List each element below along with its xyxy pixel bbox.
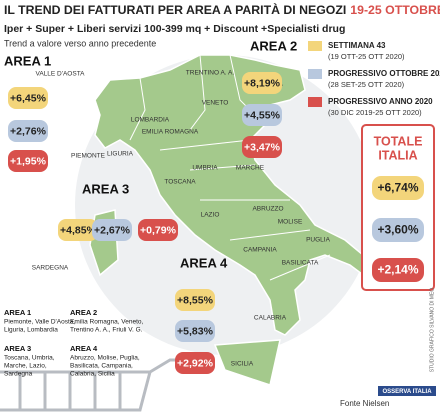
legend-label: SETTIMANA 43 — [328, 41, 386, 50]
region-label: ABRUZZO — [252, 206, 283, 213]
totale-box — [361, 124, 435, 291]
legend-detail: (28 SET-25 OTT 2020) — [328, 80, 405, 89]
region-label: SARDEGNA — [32, 265, 69, 272]
value-label: +4,55% — [244, 109, 281, 121]
value-badge — [92, 219, 132, 241]
value-badge — [175, 289, 215, 311]
legend-detail: (30 DIC 2019-25 OTT 2020) — [328, 108, 422, 117]
legend-detail: (19 OTT-25 OTT 2020) — [328, 52, 405, 61]
legend-swatch — [308, 41, 322, 51]
region-label: LOMBARDIA — [131, 117, 170, 124]
area-name: AREA 4 — [180, 255, 228, 270]
area-list-text: Marche, Lazio, — [4, 363, 47, 370]
logo-box — [378, 386, 436, 396]
value-label: +8,55% — [177, 294, 214, 306]
area-list-text: Piemonte, Valle D'Aosta, — [4, 319, 75, 326]
area-list-name: AREA 4 — [70, 344, 98, 353]
value-label: +1,95% — [10, 155, 47, 167]
area-list-name: AREA 2 — [70, 308, 97, 317]
value-label: +5,83% — [177, 325, 214, 337]
area-list-text: Trentino A. A., Friuli V. G. — [70, 327, 143, 334]
region-label: CALABRIA — [254, 315, 287, 322]
area-list-text: Liguria, Lombardia — [4, 327, 58, 334]
sicily-shape — [213, 339, 281, 386]
value-badge — [175, 320, 215, 342]
region-label: CAMPANIA — [243, 247, 277, 254]
value-label: +3,47% — [244, 141, 281, 153]
value-badge — [58, 219, 98, 241]
value-badge — [242, 136, 282, 158]
value-label: +8,19% — [244, 77, 281, 89]
note: Trend a valore verso anno precedente — [4, 38, 156, 48]
area-name: AREA 3 — [82, 181, 129, 196]
region-label: MARCHE — [236, 165, 265, 172]
area-list-text: Abruzzo, Molise, Puglia, — [70, 355, 140, 362]
area-name: AREA 2 — [250, 38, 297, 53]
region-label: BASILICATA — [282, 260, 319, 267]
area-list-name: AREA 1 — [4, 308, 31, 317]
area-list-text: Basilicata, Campania, — [70, 363, 133, 370]
value-badge — [138, 219, 178, 241]
region-label: LAZIO — [201, 212, 220, 219]
region-label: VALLE D'AOSTA — [35, 71, 85, 78]
value-label: +2,92% — [177, 357, 214, 369]
region-borders — [129, 54, 331, 281]
value-badge — [242, 72, 282, 94]
area-list-text: Toscana, Umbria, — [4, 355, 55, 362]
value-label: +4,85% — [60, 224, 97, 236]
region-label: LIGURIA — [107, 151, 134, 158]
region-label: UMBRIA — [192, 165, 218, 172]
value-badge — [8, 120, 48, 142]
totale-title: TOTALE — [374, 134, 423, 148]
legend-label: PROGRESSIVO OTTOBRE 2020 — [328, 69, 440, 78]
area-list-text: Calabria, Sicilia — [70, 371, 115, 378]
area-list-text: Sardegna — [4, 371, 33, 378]
value-badge — [372, 176, 424, 200]
legend-label: PROGRESSIVO ANNO 2020 — [328, 97, 433, 106]
totale-value: +2,14% — [377, 263, 418, 277]
title: IL TREND DEI FATTURATI PER AREA A PARITÀ… — [4, 2, 440, 17]
value-badge — [372, 258, 424, 282]
value-label: +0,79% — [140, 224, 177, 236]
area-list-text: Emilia Romagna, Veneto, — [70, 319, 144, 326]
totale-value: +3,60% — [377, 223, 418, 237]
credit: STUDIO GRAFICO SILVANO DI MEO — [429, 288, 435, 373]
value-badge — [242, 104, 282, 126]
region-label: TOSCANA — [164, 179, 196, 186]
totale-title: ITALIA — [378, 148, 417, 162]
region-label: MOLISE — [278, 219, 303, 226]
region-label: TRENTINO A. A. — [186, 70, 235, 77]
area-list-name: AREA 3 — [4, 344, 31, 353]
value-label: +6,45% — [10, 92, 47, 104]
area-name: AREA 1 — [4, 53, 51, 68]
value-label: +2,67% — [94, 224, 131, 236]
region-label: VENETO — [202, 100, 229, 107]
value-label: +2,76% — [10, 125, 47, 137]
legend-swatch — [308, 97, 322, 107]
legend-swatch — [308, 69, 322, 79]
value-badge — [175, 352, 215, 374]
totale-value: +6,74% — [377, 181, 418, 195]
region-label: SICILIA — [231, 361, 254, 368]
subtitle: Iper + Super + Liberi servizi 100-399 mq… — [4, 23, 345, 35]
region-label: EMILIA ROMAGNA — [142, 129, 199, 136]
value-badge — [8, 150, 48, 172]
logo: OSSERVA ITALIA — [382, 389, 432, 395]
region-label: PIEMONTE — [71, 153, 106, 160]
region-label: PUGLIA — [306, 237, 331, 244]
source: Fonte Nielsen — [340, 399, 389, 408]
title-highlight: 19-25 OTTOBRE 2020 — [350, 3, 440, 17]
value-badge — [372, 218, 424, 242]
title-main: IL TREND DEI FATTURATI PER AREA A PARITÀ… — [4, 2, 346, 17]
value-badge — [8, 87, 48, 109]
